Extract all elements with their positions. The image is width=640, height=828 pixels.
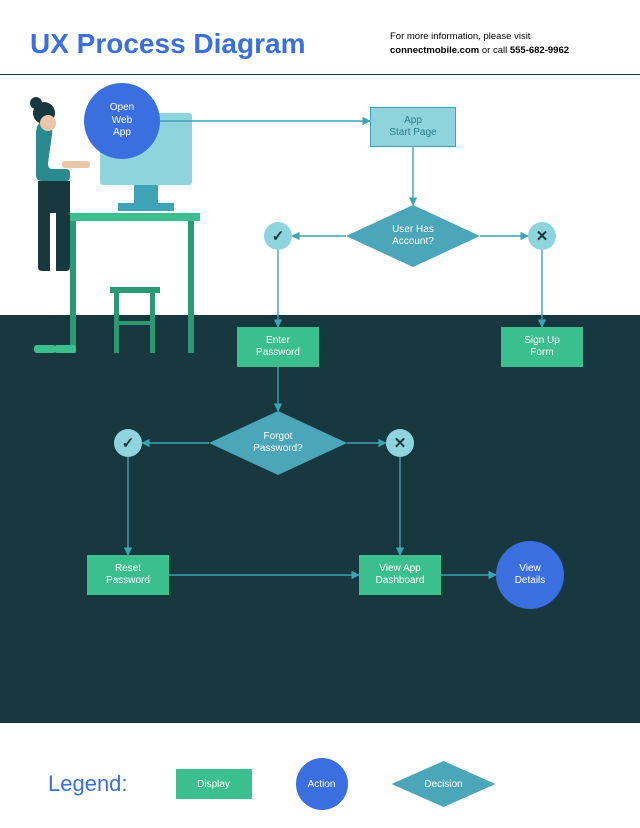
node-enterPw: Enter Password: [237, 327, 319, 367]
header: UX Process Diagram For more information,…: [0, 0, 640, 74]
node-yes2: ✓: [114, 429, 142, 457]
legend-action: Action: [296, 758, 348, 810]
legend-items: Display Action Decision: [176, 758, 496, 810]
node-hasAcct: User Has Account?: [346, 205, 480, 267]
node-signUp: Sign Up Form: [501, 327, 583, 367]
page-title: UX Process Diagram: [30, 28, 305, 60]
legend: Legend: Display Action Decision: [0, 740, 640, 828]
info-text: For more information, please visit conne…: [390, 30, 610, 59]
node-dash: View App Dashboard: [359, 555, 441, 595]
legend-decision: Decision: [392, 761, 496, 807]
info-mid: or call: [479, 45, 510, 56]
info-site: connectmobile.com: [390, 45, 479, 56]
node-no1: ✕: [528, 222, 556, 250]
node-open: Open Web App: [84, 83, 160, 159]
node-forgot: Forgot Password?: [209, 411, 347, 475]
node-no2: ✕: [386, 429, 414, 457]
node-start: App Start Page: [370, 107, 456, 147]
node-yes1: ✓: [264, 222, 292, 250]
node-details: View Details: [496, 541, 564, 609]
node-reset: Reset Password: [87, 555, 169, 595]
legend-label: Legend:: [48, 771, 128, 797]
legend-display: Display: [176, 769, 252, 799]
flow-canvas: Open Web App App Start Page User Has Accou…: [0, 75, 640, 723]
info-prefix: For more information, please visit: [390, 31, 530, 42]
info-phone: 555-682-9962: [510, 45, 569, 56]
